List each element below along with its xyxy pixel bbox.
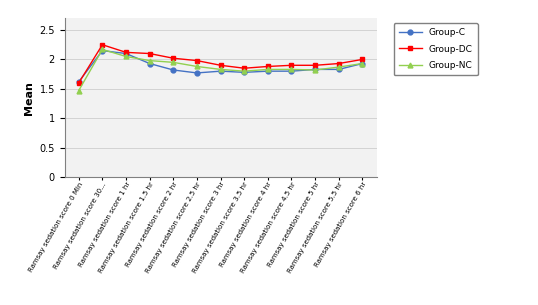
Group-C: [123, 52, 129, 56]
Group-NC: [359, 62, 366, 65]
Group-NC: [265, 68, 271, 71]
Line: Group-C: Group-C: [76, 48, 365, 84]
Group-C: [217, 69, 224, 73]
Group-C: [99, 49, 105, 52]
Group-DC: [241, 66, 247, 70]
Group-C: [336, 68, 342, 71]
Group-NC: [123, 55, 129, 58]
Group-DC: [336, 62, 342, 65]
Group-DC: [146, 52, 153, 56]
Group-DC: [75, 81, 82, 85]
Group-NC: [75, 89, 82, 92]
Group-NC: [288, 68, 295, 71]
Group-DC: [359, 58, 366, 61]
Group-C: [265, 69, 271, 73]
Group-DC: [217, 63, 224, 67]
Line: Group-DC: Group-DC: [76, 42, 365, 85]
Line: Group-NC: Group-NC: [76, 47, 365, 93]
Group-DC: [288, 63, 295, 67]
Group-NC: [99, 48, 105, 51]
Group-NC: [194, 65, 200, 68]
Group-DC: [194, 59, 200, 63]
Group-DC: [312, 63, 318, 67]
Group-C: [194, 71, 200, 75]
Group-C: [288, 69, 295, 73]
Group-DC: [123, 51, 129, 54]
Group-C: [312, 68, 318, 71]
Group-NC: [312, 68, 318, 72]
Group-NC: [170, 60, 176, 64]
Group-C: [75, 80, 82, 84]
Group-DC: [170, 56, 176, 60]
Group-C: [170, 68, 176, 72]
Group-C: [241, 70, 247, 74]
Group-DC: [265, 65, 271, 68]
Group-NC: [241, 69, 247, 73]
Group-NC: [217, 68, 224, 71]
Group-NC: [146, 59, 153, 63]
Group-NC: [336, 65, 342, 69]
Y-axis label: Mean: Mean: [24, 81, 34, 115]
Group-C: [359, 62, 366, 65]
Legend: Group-C, Group-DC, Group-NC: Group-C, Group-DC, Group-NC: [394, 23, 478, 76]
Group-C: [146, 62, 153, 65]
Group-DC: [99, 43, 105, 47]
